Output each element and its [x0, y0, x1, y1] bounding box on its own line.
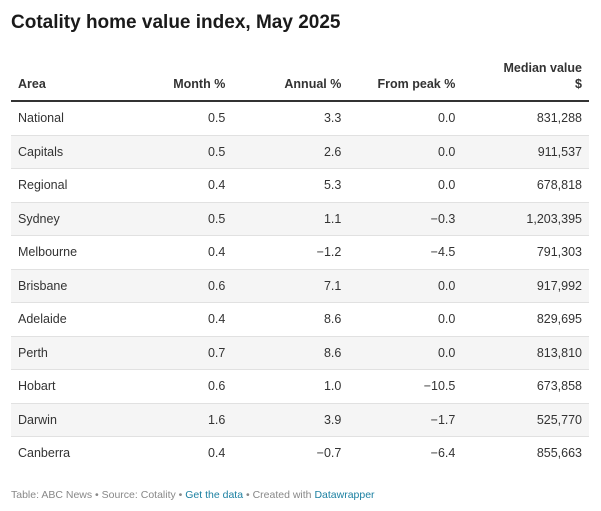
cell-median-value: 813,810 [462, 336, 589, 370]
cell-annual: 1.0 [232, 369, 349, 404]
cell-from-peak: −0.3 [348, 202, 463, 236]
cell-month: 0.6 [133, 269, 233, 303]
table-row: Canberra 0.4 −0.7 −6.4 855,663 [11, 437, 589, 470]
footer-source: Table: ABC News • Source: Cotality • [11, 489, 186, 501]
cell-month: 0.4 [133, 235, 233, 270]
table-header: Area Month % Annual % From peak % Median… [11, 60, 589, 102]
cell-area: Hobart [11, 369, 134, 404]
cell-median-value: 1,203,395 [462, 202, 589, 236]
cell-annual: 8.6 [232, 336, 349, 370]
header-annual[interactable]: Annual % [232, 60, 349, 102]
footer-separator: • Created with [243, 489, 315, 501]
header-median-line1: Median value [503, 61, 583, 75]
table-row: Hobart 0.6 1.0 −10.5 673,858 [11, 369, 589, 404]
cell-area: Adelaide [11, 302, 134, 337]
cell-annual: −0.7 [316, 446, 342, 461]
table-row: Perth 0.7 8.6 0.0 813,810 [11, 336, 589, 370]
cell-from-peak: −1.7 [348, 403, 463, 437]
chart-title: Cotality home value index, May 2025 [11, 12, 341, 33]
cell-month: 0.5 [133, 101, 233, 136]
table-row: Darwin 1.6 3.9 −1.7 525,770 [11, 403, 589, 437]
cell-median-value: 791,303 [462, 235, 589, 270]
cell-area: Brisbane [11, 269, 134, 303]
cell-month: 0.6 [133, 369, 233, 404]
cell-area: Darwin [11, 403, 134, 437]
cell-area: Capitals [11, 135, 134, 169]
cell-median-value: 831,288 [462, 101, 589, 136]
cell-median-value: 917,992 [462, 269, 589, 303]
cell-annual: 2.6 [232, 135, 349, 169]
cell-month: 0.4 [133, 302, 233, 337]
table-row: Regional 0.4 5.3 0.0 678,818 [11, 168, 589, 203]
cell-from-peak: −6.4 [430, 446, 456, 461]
cell-area: Regional [11, 168, 134, 203]
cell-annual: 1.1 [232, 202, 349, 236]
cell-area: Canberra [18, 446, 71, 461]
table-row: National 0.5 3.3 0.0 831,288 [11, 101, 589, 136]
cell-area: National [11, 101, 134, 136]
header-month[interactable]: Month % [133, 60, 233, 102]
cell-from-peak: 0.0 [348, 302, 463, 337]
get-the-data-link[interactable]: Get the data [185, 489, 244, 501]
cell-area: Sydney [11, 202, 134, 236]
cell-from-peak: 0.0 [348, 336, 463, 370]
cell-annual: 7.1 [232, 269, 349, 303]
cell-from-peak: −4.5 [348, 235, 463, 270]
cell-from-peak: 0.0 [348, 269, 463, 303]
cell-annual: 5.3 [232, 168, 349, 203]
cell-from-peak: 0.0 [348, 101, 463, 136]
cell-median-value: 673,858 [462, 369, 589, 404]
table-row: Sydney 0.5 1.1 −0.3 1,203,395 [11, 202, 589, 236]
data-table: Area Month % Annual % From peak % Median… [11, 60, 589, 470]
cell-annual: −1.2 [232, 235, 349, 270]
datawrapper-link[interactable]: Datawrapper [314, 489, 375, 501]
header-row: Area Month % Annual % From peak % Median… [11, 60, 589, 102]
cell-month: 0.4 [207, 446, 226, 461]
cell-area: Melbourne [11, 235, 134, 270]
cell-month: 0.7 [133, 336, 233, 370]
table-row: Adelaide 0.4 8.6 0.0 829,695 [11, 302, 589, 337]
footer: Table: ABC News • Source: Cotality • Get… [11, 489, 375, 501]
cell-annual: 3.9 [232, 403, 349, 437]
header-area[interactable]: Area [11, 60, 134, 102]
cell-from-peak: 0.0 [348, 168, 463, 203]
table-row: Melbourne 0.4 −1.2 −4.5 791,303 [11, 235, 589, 270]
header-from-peak[interactable]: From peak % [348, 60, 463, 102]
header-median-line2: $ [575, 77, 582, 91]
table-body: National 0.5 3.3 0.0 831,288 Capitals 0.5 2.6 0.… [11, 101, 589, 470]
cell-median-value: 911,537 [462, 135, 589, 169]
cell-annual: 8.6 [232, 302, 349, 337]
cell-month: 0.5 [133, 202, 233, 236]
cell-median-value: 829,695 [462, 302, 589, 337]
cell-month: 0.5 [133, 135, 233, 169]
table-row: Brisbane 0.6 7.1 0.0 917,992 [11, 269, 589, 303]
cell-from-peak: 0.0 [348, 135, 463, 169]
cell-median-value: 855,663 [536, 446, 582, 461]
cell-from-peak: −10.5 [348, 369, 463, 404]
header-median-value[interactable]: Median value $ [462, 60, 589, 102]
cell-month: 0.4 [133, 168, 233, 203]
cell-median-value: 678,818 [462, 168, 589, 203]
cell-month: 1.6 [133, 403, 233, 437]
cell-area: Perth [11, 336, 134, 370]
cell-median-value: 525,770 [462, 403, 589, 437]
cell-annual: 3.3 [232, 101, 349, 136]
table-row: Capitals 0.5 2.6 0.0 911,537 [11, 135, 589, 169]
